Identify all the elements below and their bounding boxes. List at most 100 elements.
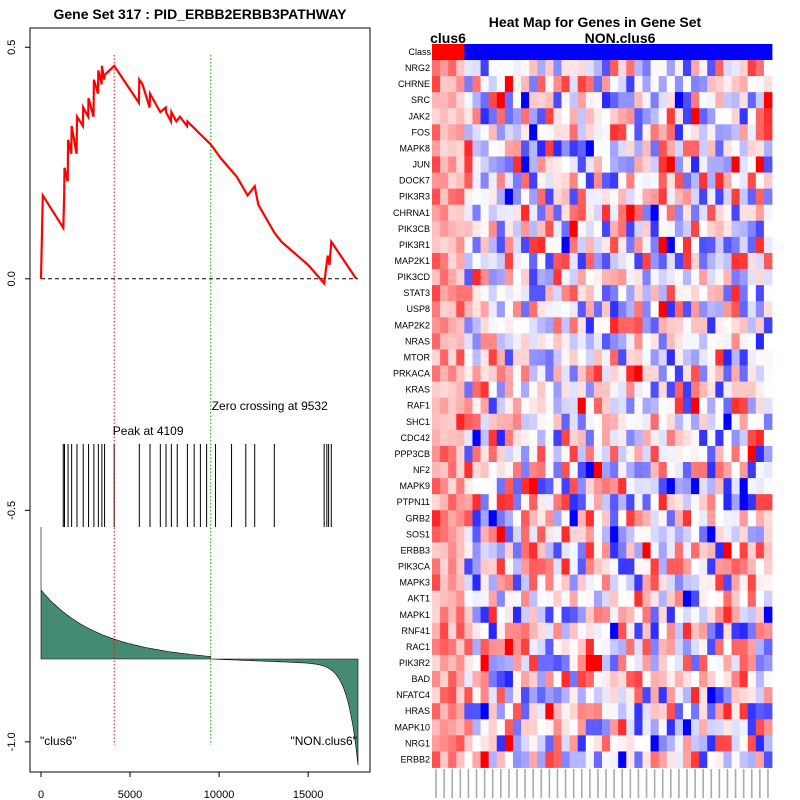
heatmap-cell — [658, 703, 668, 720]
heatmap-cell — [618, 301, 627, 318]
heatmap-cell — [585, 381, 595, 399]
heatmap-cell — [585, 413, 595, 431]
heatmap-cell — [602, 478, 611, 495]
heatmap-cell — [707, 124, 716, 141]
heatmap-cell — [585, 638, 595, 656]
heatmap-cell — [569, 574, 579, 592]
heatmap-cell — [682, 413, 692, 431]
heatmap-cell — [585, 558, 595, 575]
heatmap-cell — [456, 172, 465, 190]
heatmap-cell — [480, 735, 490, 752]
heatmap-cell — [715, 397, 724, 415]
heatmap-cell — [585, 236, 595, 254]
heatmap-cell — [763, 172, 773, 190]
heatmap-cell — [650, 735, 660, 752]
heatmap-cell — [569, 124, 579, 141]
class-label-clus6: clus6 — [430, 30, 466, 46]
heatmap-cell — [699, 269, 708, 286]
heatmap-cell — [682, 638, 692, 656]
heatmap-cell — [715, 687, 724, 704]
heatmap-cell — [634, 172, 643, 190]
heatmap-cell — [658, 349, 668, 366]
heatmap-cell — [464, 285, 473, 302]
heatmap-cell — [504, 558, 514, 575]
heatmap-cell — [731, 333, 741, 350]
heatmap-cell — [488, 429, 498, 447]
heatmap-cell — [472, 462, 481, 479]
heatmap-cell — [553, 317, 562, 334]
heatmap-cell — [561, 413, 571, 431]
heatmap-cell — [682, 124, 692, 141]
heatmap-cell — [577, 397, 587, 415]
heatmap-cell — [674, 654, 684, 672]
heatmap-cell — [585, 285, 595, 302]
heatmap-cell — [537, 478, 546, 495]
heatmap-cell — [561, 285, 571, 302]
heatmap-cell — [569, 204, 579, 222]
heatmap-cell — [682, 735, 692, 752]
heatmap-cell — [432, 590, 441, 608]
heatmap-cell — [731, 285, 741, 302]
heatmap-cell — [747, 606, 757, 624]
heatmap-cell — [626, 703, 635, 720]
gene-label: MAP2K2 — [394, 320, 430, 330]
heatmap-cell — [448, 236, 457, 254]
heatmap-cell — [691, 108, 700, 125]
heatmap-cell — [496, 92, 506, 109]
heatmap-cell — [521, 60, 530, 77]
heatmap-cell — [739, 252, 749, 270]
heatmap-cell — [650, 124, 660, 141]
heatmap-cell — [480, 462, 490, 479]
heatmap-cell — [763, 494, 773, 511]
gene-label: CHRNA1 — [393, 208, 430, 218]
heatmap-cell — [472, 397, 481, 415]
heatmap-cell — [440, 622, 449, 640]
heatmap-cell — [650, 140, 660, 157]
heatmap-cell — [593, 654, 603, 672]
heatmap-cell — [634, 397, 643, 415]
heatmap-cell — [553, 671, 562, 688]
heatmap-cell — [666, 365, 676, 382]
heatmap-cell — [682, 687, 692, 704]
heatmap-cell — [715, 156, 724, 173]
heatmap-cell — [521, 349, 530, 366]
heatmap-cell — [553, 622, 562, 640]
heatmap-cell — [529, 397, 538, 415]
heatmap-cell — [755, 188, 765, 206]
heatmap-cell — [691, 526, 700, 543]
heatmap-cell — [504, 703, 514, 720]
heatmap-cell — [755, 703, 765, 720]
heatmap-cell — [723, 590, 732, 608]
heatmap-cell — [666, 606, 676, 624]
heatmap-cell — [691, 735, 700, 752]
heatmap-cell — [521, 188, 530, 206]
heatmap-cell — [545, 252, 554, 270]
heatmap-cell — [488, 108, 498, 125]
heatmap-cell — [545, 478, 554, 495]
heatmap-cell — [529, 92, 538, 109]
heatmap-cell — [561, 381, 571, 399]
heatmap-cell — [553, 462, 562, 479]
enrichment-title: Gene Set 317 : PID_ERBB2ERBB3PATHWAY — [53, 6, 347, 22]
heatmap-cell — [472, 671, 481, 688]
heatmap-cell — [763, 285, 773, 302]
heatmap-cell — [731, 220, 741, 238]
gene-label: MAPK8 — [399, 143, 430, 153]
heatmap-cell — [755, 494, 765, 511]
heatmap-cell — [593, 558, 603, 575]
heatmap-cell — [569, 381, 579, 399]
gene-label: BAD — [411, 674, 430, 684]
heatmap-cell — [488, 735, 498, 752]
heatmap-cell — [715, 60, 724, 77]
heatmap-cell — [496, 252, 506, 270]
heatmap-cell — [521, 204, 530, 222]
heatmap-cell — [472, 606, 481, 624]
heatmap-cell — [731, 204, 741, 222]
heatmap-cell — [658, 92, 668, 109]
heatmap-cell — [569, 606, 579, 624]
heatmap-cell — [747, 365, 757, 382]
heatmap-cell — [593, 397, 603, 415]
heatmap-cell — [537, 397, 546, 415]
heatmap-cell — [440, 188, 449, 206]
heatmap-cell — [602, 60, 611, 77]
